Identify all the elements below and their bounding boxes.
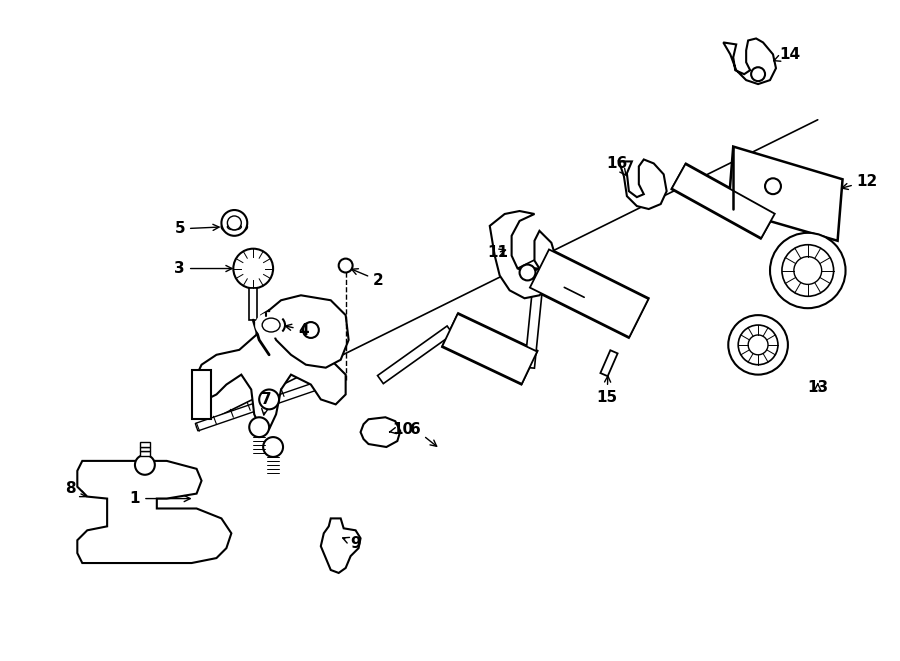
Polygon shape [361, 417, 400, 447]
Text: 4: 4 [285, 323, 310, 338]
Polygon shape [269, 295, 348, 368]
Polygon shape [195, 381, 322, 431]
Text: 1: 1 [130, 491, 190, 506]
Circle shape [259, 389, 279, 409]
Circle shape [770, 233, 845, 308]
Text: 13: 13 [807, 380, 828, 395]
Polygon shape [671, 164, 775, 238]
Text: 16: 16 [607, 156, 627, 176]
Text: 9: 9 [343, 535, 361, 551]
Polygon shape [249, 288, 257, 320]
Circle shape [228, 216, 241, 230]
Polygon shape [377, 326, 453, 383]
Circle shape [765, 178, 781, 194]
Circle shape [233, 249, 273, 288]
Polygon shape [525, 268, 544, 368]
Polygon shape [140, 447, 150, 451]
Text: 7: 7 [261, 392, 272, 415]
Text: 12: 12 [842, 174, 878, 190]
Text: 15: 15 [597, 376, 617, 405]
Circle shape [728, 315, 788, 375]
Polygon shape [442, 314, 537, 384]
Circle shape [752, 67, 765, 81]
Polygon shape [490, 211, 557, 298]
Polygon shape [77, 461, 231, 563]
Ellipse shape [262, 318, 280, 332]
Polygon shape [728, 147, 842, 241]
Circle shape [738, 325, 778, 365]
Circle shape [748, 335, 768, 355]
Ellipse shape [257, 314, 285, 336]
Polygon shape [140, 442, 150, 447]
Polygon shape [619, 159, 667, 209]
Polygon shape [192, 369, 211, 419]
Circle shape [519, 264, 536, 280]
Ellipse shape [228, 224, 241, 230]
Text: 14: 14 [774, 47, 800, 62]
Text: 3: 3 [175, 261, 232, 276]
Text: 10: 10 [390, 422, 414, 437]
Circle shape [249, 417, 269, 437]
Polygon shape [671, 163, 775, 239]
Circle shape [338, 258, 353, 272]
Text: 5: 5 [175, 221, 219, 237]
Polygon shape [320, 518, 361, 573]
Polygon shape [442, 313, 537, 385]
Circle shape [794, 256, 822, 284]
Circle shape [263, 437, 283, 457]
Text: 2: 2 [352, 269, 383, 288]
Polygon shape [194, 310, 346, 429]
Polygon shape [724, 38, 776, 84]
Circle shape [221, 210, 248, 236]
Text: 6: 6 [410, 422, 436, 446]
Polygon shape [140, 451, 150, 457]
Circle shape [303, 322, 319, 338]
Text: 8: 8 [65, 481, 86, 496]
Ellipse shape [221, 221, 248, 233]
Circle shape [782, 245, 833, 296]
Text: 11: 11 [487, 245, 508, 260]
Polygon shape [600, 350, 617, 376]
Circle shape [135, 455, 155, 475]
Polygon shape [529, 249, 649, 338]
Polygon shape [530, 249, 648, 337]
